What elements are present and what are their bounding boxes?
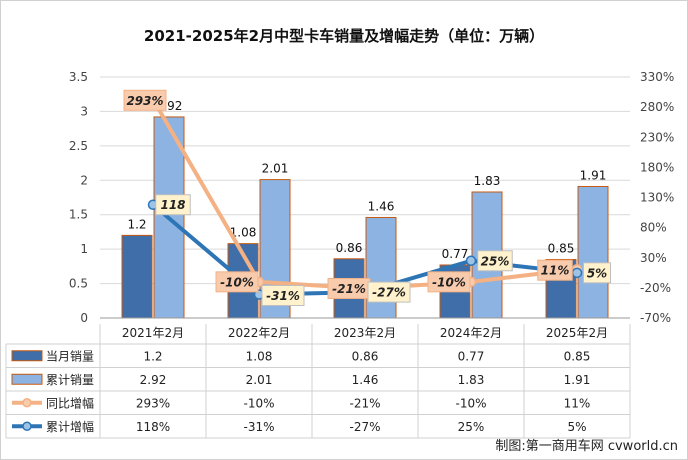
cumulative-growth-point — [571, 267, 583, 279]
legend-swatch-marker — [22, 398, 32, 408]
table-cell: 1.83 — [458, 373, 485, 387]
table-cell: -31% — [243, 420, 274, 434]
legend-swatch-monthly — [11, 350, 43, 362]
cumulative-growth-point — [465, 255, 477, 267]
left-axis-tick: 2 — [80, 173, 88, 187]
table-cell: 11% — [564, 396, 591, 410]
bar-label-monthly: 0.86 — [336, 241, 363, 255]
table-row-label: 同比增幅 — [46, 395, 94, 410]
yoy-label-box — [215, 271, 259, 293]
right-axis-tick: 130% — [640, 191, 674, 205]
chart-title: 2021-2025年2月中型卡车销量及增幅走势（单位：万辆） — [143, 27, 545, 45]
cumulative-label-box — [477, 250, 513, 272]
table-row-label: 当月销量 — [46, 349, 94, 363]
cumulative-label-box — [367, 281, 411, 303]
right-axis-tick: 180% — [640, 160, 674, 174]
bar-label-cumulative: 1.91 — [580, 168, 607, 182]
right-axis-tick: 330% — [640, 70, 674, 84]
yoy-label: -10% — [432, 275, 466, 289]
yoy-label: 293% — [126, 94, 163, 108]
cumulative-label: 25% — [481, 254, 510, 268]
table-cell: 1.46 — [352, 373, 379, 387]
yoy-label: 11% — [541, 264, 570, 278]
right-axis-tick: -70% — [640, 311, 671, 325]
left-axis-tick: 3 — [80, 104, 88, 118]
yoy-label-box — [537, 259, 573, 281]
yoy-label-box — [123, 89, 167, 111]
credit-text: 制图:第一商用车网 cvworld.cn — [495, 439, 678, 454]
cumulative-label-box — [583, 262, 611, 284]
bar-cumulative-sales — [365, 216, 397, 319]
left-axis-tick: 1.5 — [69, 208, 88, 222]
cumulative-label: 5% — [587, 266, 607, 280]
legend-swatch-cumulative — [11, 373, 43, 385]
table-cell: 0.85 — [564, 349, 591, 363]
category-label: 2024年2月 — [440, 326, 502, 340]
table-cell: 2.92 — [140, 373, 167, 387]
legend-swatch-marker — [22, 421, 32, 431]
cumulative-label-box — [261, 285, 305, 307]
table-cell: 0.86 — [352, 349, 379, 363]
table-cell: 1.2 — [143, 349, 162, 363]
table-cell: 293% — [136, 396, 170, 410]
bar-label-monthly: 0.77 — [442, 247, 469, 261]
left-axis-tick: 1 — [80, 242, 88, 256]
cumulative-label: -31% — [266, 289, 300, 303]
bar-label-monthly: 1.08 — [230, 226, 257, 240]
left-axis-tick: 0 — [80, 311, 88, 325]
bar-label-cumulative: 1.46 — [368, 199, 395, 213]
left-axis-tick: 3.5 — [69, 70, 88, 84]
table-cell: 2.01 — [246, 373, 273, 387]
table-cell: 5% — [567, 420, 586, 434]
yoy-label: -21% — [332, 282, 366, 296]
cumulative-label: 118 — [160, 198, 185, 212]
cumulative-label: -27% — [372, 286, 406, 300]
table-cell: 118% — [136, 420, 170, 434]
right-axis-tick: 30% — [640, 251, 667, 265]
right-axis-tick: 230% — [640, 130, 674, 144]
table-cell: -21% — [349, 396, 380, 410]
category-label: 2025年2月 — [546, 326, 608, 340]
yoy-label: -10% — [220, 275, 254, 289]
table-row-label: 累计增幅 — [46, 419, 94, 434]
bar-monthly-sales — [121, 234, 153, 319]
bar-label-cumulative: 1.83 — [474, 174, 501, 188]
category-label: 2022年2月 — [228, 326, 290, 340]
table-cell: 25% — [458, 420, 485, 434]
table-cell: 1.08 — [246, 349, 273, 363]
bar-label-cumulative: 2.01 — [262, 162, 289, 176]
table-row-label: 累计销量 — [46, 373, 94, 387]
category-label: 2023年2月 — [334, 326, 396, 340]
table-cell: -10% — [455, 396, 486, 410]
table-cell: 0.77 — [458, 349, 485, 363]
bar-label-monthly: 1.2 — [127, 217, 146, 231]
right-axis-tick: 80% — [640, 221, 667, 235]
bar-label-monthly: 0.85 — [548, 241, 575, 255]
cumulative-label-box — [155, 194, 191, 216]
yoy-label-box — [427, 271, 471, 293]
table-cell: 1.91 — [564, 373, 591, 387]
left-axis-tick: 2.5 — [69, 139, 88, 153]
bar-cumulative-sales — [577, 185, 609, 319]
right-axis-tick: 280% — [640, 100, 674, 114]
right-axis-tick: -20% — [640, 281, 671, 295]
table-cell: -10% — [243, 396, 274, 410]
category-label: 2021年2月 — [122, 326, 184, 340]
left-axis-tick: 0.5 — [69, 277, 88, 291]
table-cell: -27% — [349, 420, 380, 434]
